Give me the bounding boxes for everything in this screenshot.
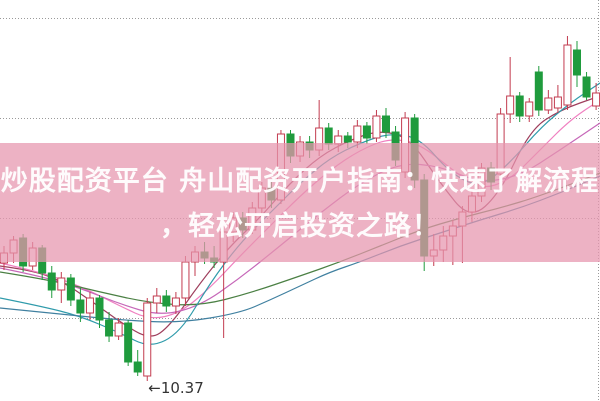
banner-title-line1: 炒股配资平台 舟山配资开户指南：快速了解流程 — [0, 165, 600, 197]
banner-title-line2: ，轻松开启投资之路！ — [160, 210, 440, 242]
low-annotation-label: ←10.37 — [148, 379, 204, 397]
banner-overlay: 炒股配资平台 舟山配资开户指南：快速了解流程 ，轻松开启投资之路！ — [0, 143, 600, 262]
